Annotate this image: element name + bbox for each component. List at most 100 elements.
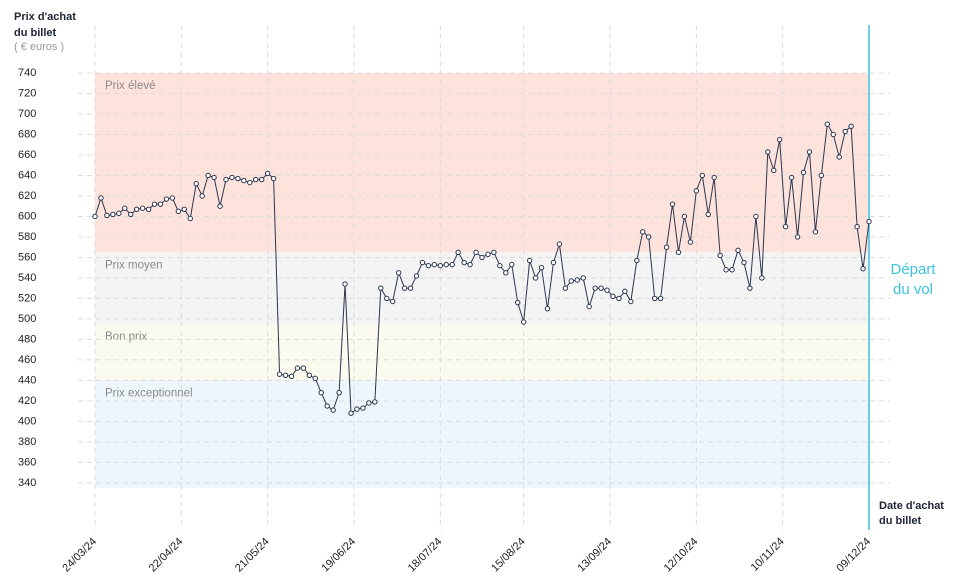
y-tick-label: 420 [18, 395, 36, 407]
price-point [133, 206, 140, 212]
y-tick-label: 380 [18, 436, 36, 448]
price-point [264, 170, 271, 177]
y-tick-label: 540 [18, 272, 36, 284]
price-point [711, 174, 717, 181]
price-point [544, 305, 551, 312]
price-point [259, 176, 265, 183]
price-point [806, 149, 813, 155]
y-tick-label: 340 [18, 477, 36, 489]
price-point [425, 262, 432, 269]
departure-label: du vol [893, 281, 933, 298]
price-point [211, 174, 217, 181]
price-point [169, 195, 176, 201]
price-point [401, 285, 408, 291]
price-point [395, 270, 402, 276]
price-point [509, 261, 515, 268]
price-point [104, 212, 110, 219]
price-point [681, 213, 688, 220]
price-point [598, 285, 604, 291]
band-label: Bon prix [105, 331, 147, 343]
y-axis-unit: ( € euros ) [14, 41, 64, 53]
price-point [628, 298, 634, 305]
price-point [360, 405, 366, 411]
band-label: Prix élevé [105, 80, 156, 92]
price-point [288, 373, 295, 380]
price-point [592, 285, 598, 291]
price-point [437, 262, 444, 269]
price-point [848, 123, 854, 129]
price-point [348, 410, 354, 416]
price-band [95, 324, 869, 381]
price-point [693, 188, 700, 194]
price-point [324, 403, 330, 409]
price-point [473, 249, 479, 256]
x-tick-label: 12/10/24 [662, 536, 701, 575]
band-label: Prix moyen [105, 259, 163, 271]
price-point [389, 298, 396, 305]
price-point [574, 277, 580, 283]
price-point [556, 241, 563, 247]
price-point [116, 210, 122, 217]
price-point [741, 259, 747, 266]
price-point [753, 213, 759, 220]
price-band [95, 380, 869, 488]
price-point [294, 365, 301, 371]
price-point [407, 285, 414, 291]
price-point [812, 229, 819, 235]
price-point [253, 176, 259, 183]
price-point [562, 285, 569, 291]
price-point [187, 215, 193, 222]
price-point [503, 270, 509, 276]
price-point [669, 201, 676, 207]
price-point [151, 201, 158, 207]
price-point [384, 295, 390, 302]
price-point [223, 176, 229, 183]
price-point [604, 287, 610, 293]
price-point [485, 251, 491, 258]
y-tick-label: 700 [18, 108, 36, 120]
price-point [520, 319, 527, 325]
price-point [634, 257, 640, 264]
price-point [723, 267, 729, 273]
price-band [95, 252, 869, 325]
price-point [300, 365, 307, 371]
price-point [92, 213, 98, 220]
price-point [276, 371, 283, 377]
price-point [479, 254, 485, 261]
price-point [830, 131, 836, 138]
y-tick-label: 620 [18, 190, 36, 202]
price-point [497, 262, 503, 269]
price-point [687, 239, 694, 245]
departure-label: Départ [890, 261, 936, 278]
price-point [824, 121, 831, 127]
y-tick-label: 580 [18, 231, 36, 243]
price-point [586, 303, 592, 310]
price-point [449, 261, 455, 268]
price-point [550, 259, 557, 266]
price-point [235, 175, 241, 182]
price-point [776, 136, 783, 143]
x-tick-label: 18/07/24 [406, 536, 445, 575]
price-point [163, 196, 170, 202]
price-point [467, 261, 473, 268]
x-tick-label: 15/08/24 [489, 536, 528, 575]
price-point [354, 406, 360, 412]
price-point [515, 299, 521, 306]
price-point [818, 172, 825, 179]
price-point [651, 295, 658, 302]
y-axis-title-line: Prix d'achat [14, 11, 76, 23]
price-point [241, 177, 247, 184]
price-point [675, 249, 682, 256]
price-point [842, 128, 848, 135]
price-point [318, 390, 324, 396]
price-point [306, 372, 313, 378]
price-point [788, 174, 795, 181]
y-tick-label: 640 [18, 169, 36, 181]
price-point [270, 175, 277, 182]
price-point [491, 249, 497, 256]
price-point [217, 203, 223, 209]
price-point [282, 372, 289, 378]
price-point [330, 407, 336, 413]
y-tick-label: 460 [18, 354, 36, 366]
